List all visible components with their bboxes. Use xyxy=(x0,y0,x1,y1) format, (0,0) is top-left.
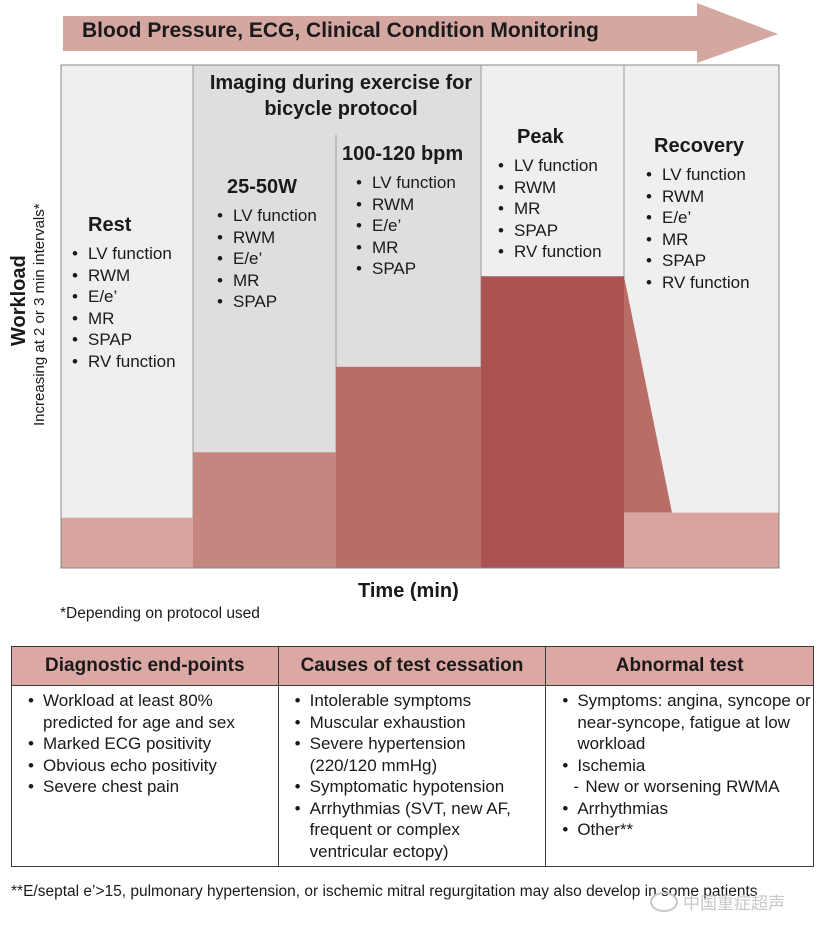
stage-item: LV function xyxy=(646,164,750,186)
stage-peak: Peak LV function RWM MR SPAP RV function xyxy=(498,126,602,263)
stage-item: RWM xyxy=(217,227,317,249)
stage-item: MR xyxy=(217,270,317,292)
watermark-text: 中国重症超声 xyxy=(683,894,785,913)
info-table: Diagnostic end-points Causes of test ces… xyxy=(11,646,814,867)
header-diagnostic-endpoints: Diagnostic end-points xyxy=(11,646,279,686)
list-item: Workload at least 80% predicted for age … xyxy=(24,690,278,733)
footnote-other: **E/septal e’>15, pulmonary hypertension… xyxy=(11,883,758,900)
stage-title: 100-120 bpm xyxy=(342,143,464,165)
cell-diagnostic-endpoints: Workload at least 80% predicted for age … xyxy=(11,685,279,867)
stage-item: SPAP xyxy=(498,220,602,242)
footnote-protocol: *Depending on protocol used xyxy=(60,605,260,622)
arrow-shape xyxy=(63,3,778,63)
chart-frame xyxy=(60,64,780,569)
stage-title: Peak xyxy=(517,126,564,148)
workload-bar-recovery xyxy=(624,512,779,568)
wechat-icon xyxy=(650,891,678,912)
stage-item: E/e’ xyxy=(646,207,750,229)
cell-test-cessation: Intolerable symptoms Muscular exhaustion… xyxy=(277,685,547,867)
stage-item: SPAP xyxy=(217,291,317,313)
stage-item: LV function xyxy=(72,243,176,265)
stage-100-120bpm: 100-120 bpm LV function RWM E/e’ MR SPAP xyxy=(342,143,463,280)
list-item: Ischemia xyxy=(558,755,813,777)
stage-item: SPAP xyxy=(72,329,176,351)
stage-title: Rest xyxy=(88,214,132,236)
stage-item: LV function xyxy=(356,172,463,194)
stage-item: RWM xyxy=(498,177,602,199)
list-item: Obvious echo positivity xyxy=(24,755,278,777)
imaging-header-line2: bicycle protocol xyxy=(264,98,418,120)
list-item: Marked ECG positivity xyxy=(24,733,278,755)
workload-bar-rest xyxy=(61,517,193,568)
list-item: Muscular exhaustion xyxy=(291,712,526,734)
stage-item: RWM xyxy=(72,265,176,287)
stage-items: LV function RWM E/e’ MR SPAP xyxy=(356,172,463,280)
header-test-cessation: Causes of test cessation xyxy=(277,646,547,686)
y-axis-label: Workload xyxy=(8,255,30,346)
stage-title: 25-50W xyxy=(227,176,298,198)
imaging-header-line1: Imaging during exercise for xyxy=(209,72,473,94)
y-axis-sublabel: Increasing at 2 or 3 min intervals* xyxy=(31,203,48,426)
stage-items: LV function RWM E/e’ MR SPAP RV function xyxy=(72,243,176,372)
stage-item: RV function xyxy=(646,272,750,294)
stage-items: LV function RWM E/e’ MR SPAP RV function xyxy=(646,164,750,293)
workload-diagram xyxy=(60,64,780,569)
watermark: 中国重症超声 xyxy=(650,889,785,914)
imaging-header: Imaging during exercise for bicycle prot… xyxy=(194,70,488,122)
stage-25-50w: 25-50W LV function RWM E/e’ MR SPAP xyxy=(217,176,317,313)
banner-title: Blood Pressure, ECG, Clinical Condition … xyxy=(82,19,599,42)
list-item: Arrhythmias xyxy=(558,798,813,820)
stage-item: E/e’ xyxy=(217,248,317,270)
list-item: Arrhythmias (SVT, new AF, frequent or co… xyxy=(291,798,526,863)
workload-bar-25-50w xyxy=(193,452,336,568)
stage-item: RWM xyxy=(646,186,750,208)
stage-title: Recovery xyxy=(654,135,745,157)
stage-item: LV function xyxy=(217,205,317,227)
stage-item: MR xyxy=(498,198,602,220)
stage-item: RV function xyxy=(498,241,602,263)
workload-bar-100-120bpm xyxy=(336,366,481,568)
list-item: Severe chest pain xyxy=(24,776,278,798)
stage-item: LV function xyxy=(498,155,602,177)
cell-abnormal-test: Symptoms: angina, syncope or near-syncop… xyxy=(545,685,814,867)
header-abnormal-test: Abnormal test xyxy=(545,646,814,686)
table-row: Workload at least 80% predicted for age … xyxy=(11,685,814,867)
list-item: Symptomatic hypotension xyxy=(291,776,526,798)
stage-item: E/e’ xyxy=(356,215,463,237)
stage-item: RV function xyxy=(72,351,176,373)
stage-recovery: Recovery LV function RWM E/e’ MR SPAP RV… xyxy=(646,135,750,293)
stage-item: SPAP xyxy=(646,250,750,272)
list-item: Intolerable symptoms xyxy=(291,690,526,712)
workload-bar-peak xyxy=(481,276,624,568)
list-item: Other** xyxy=(558,819,813,841)
stage-item: E/e’ xyxy=(72,286,176,308)
stage-items: LV function RWM MR SPAP RV function xyxy=(498,155,602,263)
list-item: Severe hypertension (220/120 mmHg) xyxy=(291,733,526,776)
stage-item: MR xyxy=(72,308,176,330)
stage-item: MR xyxy=(646,229,750,251)
workload-decline xyxy=(624,276,672,513)
monitoring-arrow xyxy=(63,3,778,63)
table-header-row: Diagnostic end-points Causes of test ces… xyxy=(11,646,814,686)
list-item: Symptoms: angina, syncope or near-syncop… xyxy=(558,690,813,755)
stage-item: MR xyxy=(356,237,463,259)
x-axis-label: Time (min) xyxy=(358,580,459,602)
stage-item: SPAP xyxy=(356,258,463,280)
stage-items: LV function RWM E/e’ MR SPAP xyxy=(217,205,317,313)
list-subitem: New or worsening RWMA xyxy=(558,776,813,798)
stage-rest: Rest LV function RWM E/e’ MR SPAP RV fun… xyxy=(72,214,176,372)
stage-item: RWM xyxy=(356,194,463,216)
